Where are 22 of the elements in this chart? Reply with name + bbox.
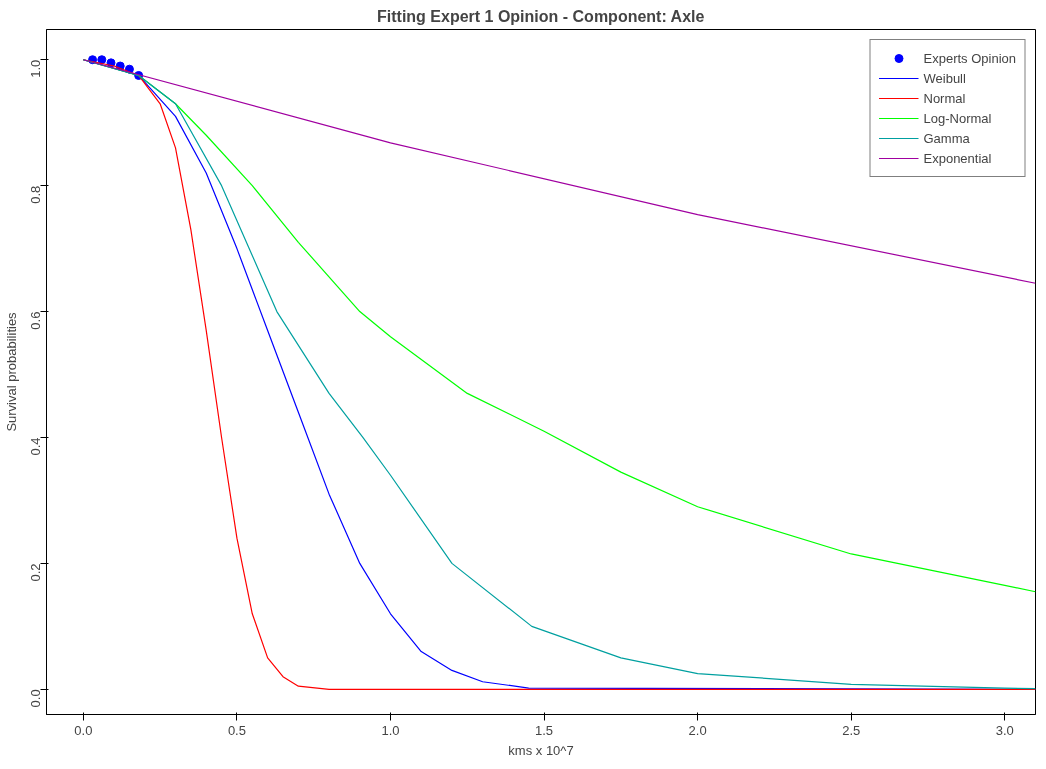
legend-label: Exponential	[923, 150, 992, 166]
x-axis-title: kms x 10^7	[508, 742, 574, 758]
y-tick-label: 0.2	[28, 563, 43, 582]
y-tick-label: 0.6	[28, 311, 43, 330]
x-tick-label: 2.0	[688, 722, 707, 738]
y-axis-title: Survival probabilities	[3, 311, 19, 432]
y-tick-label: 0.0	[28, 689, 43, 708]
y-tick-label: 1.0	[28, 59, 43, 78]
legend-label: Weibull	[923, 70, 966, 86]
x-tick-label: 1.5	[535, 722, 554, 738]
x-tick-label: 3.0	[995, 722, 1014, 738]
y-tick-label: 0.4	[28, 437, 43, 456]
y-tick-label: 0.8	[28, 185, 43, 204]
legend-label: Log-Normal	[923, 110, 992, 126]
x-tick-label: 2.5	[842, 722, 861, 738]
legend-label: Gamma	[923, 130, 970, 146]
chart-title: Fitting Expert 1 Opinion - Component: Axle	[377, 7, 705, 25]
legend-label: Normal	[923, 90, 966, 106]
x-tick-label: 1.0	[381, 722, 400, 738]
x-tick-label: 0.0	[74, 722, 93, 738]
x-tick-label: 0.5	[227, 722, 246, 738]
legend-label: Experts Opinion	[923, 50, 1016, 66]
